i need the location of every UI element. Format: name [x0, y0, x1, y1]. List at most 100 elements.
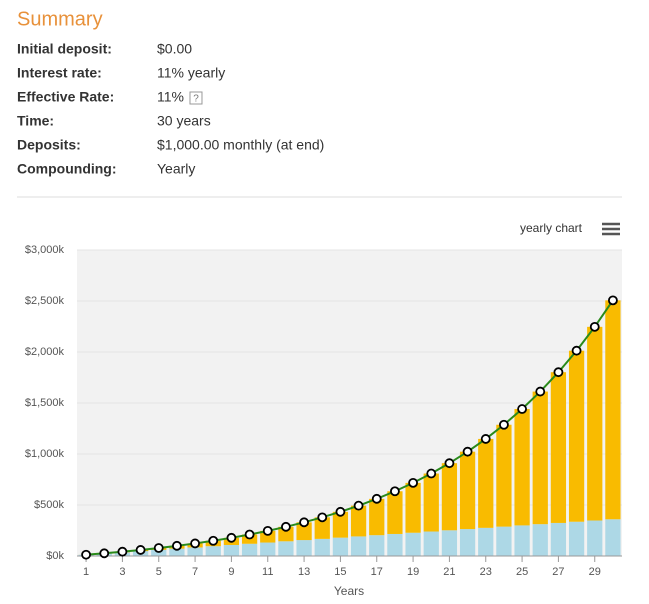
bar-segment — [241, 543, 258, 556]
total-point — [317, 512, 328, 523]
summary-label: Initial deposit: — [17, 41, 112, 57]
bar-segment — [568, 350, 585, 522]
bar-segment — [605, 300, 621, 520]
summary-value: $1,000.00 monthly (at end) — [157, 137, 324, 153]
bar-segment — [332, 511, 349, 538]
menu-icon[interactable] — [602, 222, 620, 236]
y-tick-label: $500k — [34, 499, 64, 511]
bar-segment — [278, 526, 294, 542]
bar-segment — [169, 548, 185, 556]
total-point — [135, 545, 146, 555]
total-point — [117, 546, 128, 557]
total-point — [535, 386, 546, 397]
bar-segment — [550, 372, 567, 523]
total-point — [81, 549, 91, 560]
total-point — [172, 540, 182, 551]
bar-segment — [478, 438, 494, 528]
total-point — [608, 295, 618, 306]
bar-segment — [514, 409, 530, 526]
y-tick-label: $3,000k — [25, 244, 65, 256]
x-tick-label: 7 — [192, 566, 198, 578]
bar-segment — [332, 537, 349, 556]
help-icon-text: ? — [193, 94, 199, 105]
total-point — [335, 506, 346, 517]
summary-value: $0.00 — [157, 41, 192, 57]
chart-menu-label[interactable]: yearly chart — [520, 221, 583, 235]
bar-segment — [151, 549, 167, 556]
bar-segment — [387, 491, 403, 534]
x-tick-label: 27 — [552, 566, 564, 578]
total-point — [244, 529, 255, 540]
total-point — [153, 543, 164, 553]
total-point — [444, 458, 455, 469]
total-point — [353, 500, 364, 511]
x-tick-label: 5 — [156, 566, 162, 578]
bar-segment — [605, 519, 621, 556]
x-tick-label: 1 — [83, 566, 89, 578]
total-point — [553, 367, 564, 378]
bar-segment — [369, 535, 385, 556]
bar-segment — [314, 538, 330, 556]
bar-segment — [441, 463, 458, 531]
total-point — [190, 538, 200, 549]
summary-value: Yearly — [157, 161, 195, 177]
y-tick-label: $1,000k — [25, 448, 65, 460]
bar-segment — [187, 547, 203, 556]
bar-segment — [459, 529, 476, 556]
summary-label: Effective Rate: — [17, 89, 114, 105]
bar-segment — [568, 521, 585, 556]
bar-segment — [296, 540, 312, 556]
total-point — [262, 525, 273, 536]
total-point — [99, 548, 110, 559]
total-point — [299, 517, 309, 528]
x-tick-label: 13 — [298, 566, 310, 578]
total-point — [426, 468, 437, 479]
total-point — [589, 321, 600, 332]
summary-title: Summary — [17, 8, 103, 30]
bar-segment — [387, 533, 403, 556]
x-tick-label: 23 — [480, 566, 492, 578]
total-point — [226, 532, 237, 543]
bar-segment — [278, 541, 294, 556]
summary-label: Compounding: — [17, 161, 117, 177]
bar-segment — [260, 530, 276, 543]
bar-segment — [369, 498, 385, 536]
total-point — [281, 521, 291, 532]
summary-value: 11% yearly — [157, 65, 225, 81]
total-point — [408, 477, 418, 488]
x-axis-label: Years — [334, 584, 364, 598]
bar-segment — [532, 524, 548, 556]
bar-segment — [405, 482, 421, 533]
bar-segment — [423, 473, 439, 532]
x-tick-label: 21 — [443, 566, 455, 578]
bar-segment — [350, 505, 367, 537]
y-tick-label: $0k — [46, 550, 64, 562]
total-point — [517, 404, 527, 414]
x-tick-label: 9 — [228, 566, 234, 578]
total-point — [499, 419, 509, 430]
summary-label: Interest rate: — [17, 65, 102, 81]
summary-label: Time: — [17, 113, 54, 129]
bar-segment — [350, 536, 367, 556]
y-tick-label: $2,500k — [25, 295, 65, 307]
x-tick-label: 19 — [407, 566, 419, 578]
bar-segment — [441, 530, 458, 556]
x-tick-label: 11 — [262, 566, 273, 578]
bar-segment — [423, 531, 439, 556]
bar-segment — [587, 520, 603, 556]
total-point — [390, 486, 400, 497]
bar-segment — [532, 391, 548, 525]
total-point — [480, 434, 491, 444]
bar-segment — [405, 532, 421, 556]
bar-segment — [314, 517, 330, 539]
bar-segment — [514, 525, 530, 556]
x-tick-label: 15 — [334, 566, 346, 578]
bar-segment — [296, 522, 312, 541]
bar-segment — [223, 544, 240, 556]
y-tick-label: $2,000k — [25, 346, 65, 358]
bar-segment — [459, 451, 476, 530]
help-icon — [189, 91, 203, 105]
x-tick-label: 17 — [371, 566, 383, 578]
